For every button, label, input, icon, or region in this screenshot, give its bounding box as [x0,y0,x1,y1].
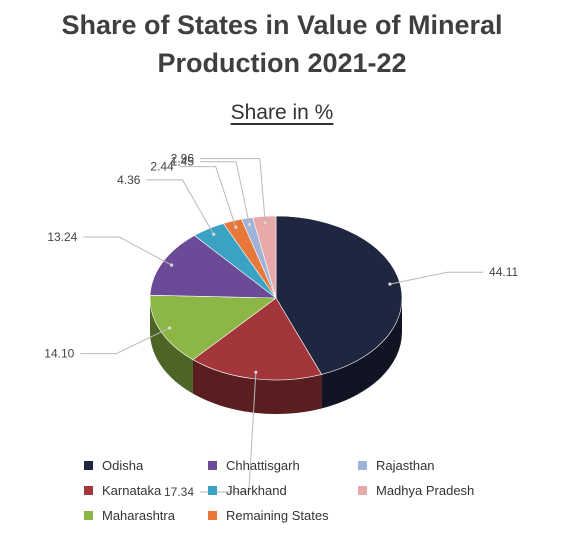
slice-karnataka[interactable] [192,297,323,381]
leader-dot-jharkhand [212,232,216,236]
leader-line-madhya-pradesh [200,158,266,223]
leader-dot-rajasthan [247,222,251,227]
data-label-maharashtra: 14.10 [44,347,74,361]
leader-dot-karnataka [254,370,258,374]
slice-chhattisgarh[interactable] [149,235,277,299]
data-label-chhattisgarh: 13.24 [47,230,77,244]
pie-top [149,215,403,381]
slice-odisha[interactable] [275,215,403,375]
data-label-karnataka: 17.34 [164,485,194,499]
chart-title: Share of States in Value of Mineral Prod… [0,6,564,82]
chart-title-line-2: Production 2021-22 [157,48,407,78]
leader-dot-chhattisgarh [170,263,174,267]
leader-line-maharashtra [80,327,170,355]
data-label-rajasthan: 1.45 [171,155,195,169]
leader-dot-remaining-states [234,225,238,229]
chart-subtitle: Share in % [230,101,334,124]
leader-dot-madhya-pradesh [263,221,267,225]
chart-title-line-1: Share of States in Value of Mineral [61,10,503,40]
leader-line-chhattisgarh [83,236,172,266]
slice-side-odisha [321,298,403,409]
data-label-remaining-states: 2.44 [150,160,174,174]
leader-dot-maharashtra [168,326,172,330]
data-label-jharkhand: 4.36 [117,173,141,187]
leader-line-remaining-states [179,166,237,228]
leader-line-rajasthan [200,161,250,225]
slice-maharashtra[interactable] [149,294,277,361]
leader-line-jharkhand [146,179,215,235]
data-labels: 44.11 17.34 14.10 13.24 4.36 2.441.452.96 [44,152,518,499]
slice-side-maharashtra [150,298,193,394]
leader-dot-odisha [388,282,392,286]
data-label-odisha: 44.11 [489,265,518,279]
leader-line-odisha [389,271,484,285]
data-label-madhya-pradesh: 2.96 [171,152,195,166]
